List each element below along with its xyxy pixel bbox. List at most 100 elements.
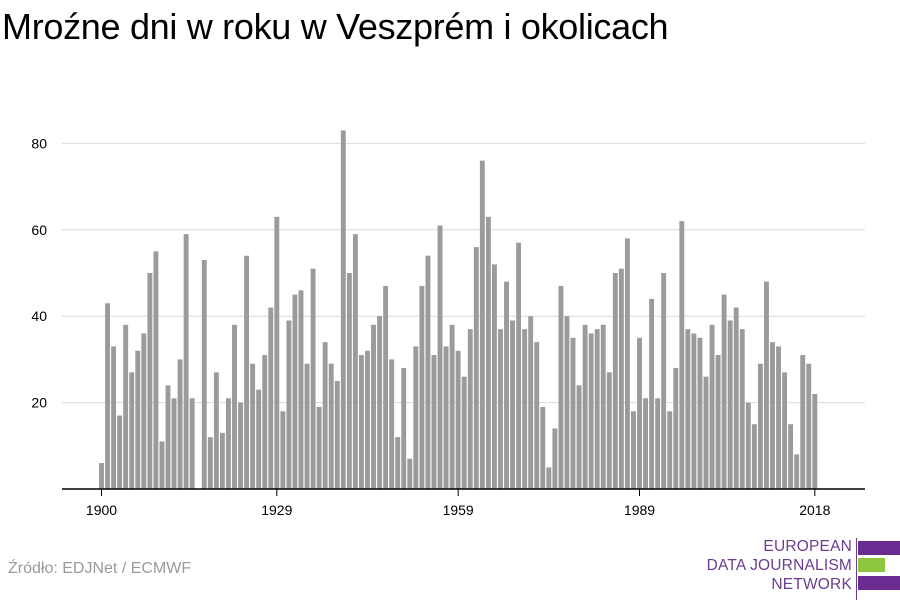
bar-1901 bbox=[105, 303, 110, 489]
bar-1955 bbox=[431, 355, 437, 489]
logo-line-3: NETWORK bbox=[771, 576, 852, 593]
y-tick-label: 60 bbox=[31, 222, 47, 238]
bar-2014 bbox=[788, 424, 794, 489]
chart-title: Mroźne dni w roku w Veszprém i okolicach bbox=[2, 6, 669, 47]
bar-1997 bbox=[685, 329, 691, 489]
bar-2011 bbox=[770, 342, 775, 489]
logo-line-1: EUROPEAN bbox=[763, 538, 852, 555]
bar-1965 bbox=[491, 264, 497, 489]
bar-1968 bbox=[510, 320, 516, 489]
bar-1906 bbox=[135, 350, 141, 489]
bar-1977 bbox=[564, 316, 570, 489]
bar-1954 bbox=[425, 255, 431, 489]
bar-1920 bbox=[219, 432, 225, 489]
bar-1922 bbox=[232, 324, 237, 489]
bar-1996 bbox=[679, 221, 685, 489]
bar-1908 bbox=[147, 273, 153, 489]
bar-1987 bbox=[624, 238, 630, 489]
logo-bar-purple-top bbox=[858, 541, 900, 555]
bar-1928 bbox=[268, 307, 274, 489]
x-tick-label: 1959 bbox=[443, 502, 474, 518]
bar-1974 bbox=[546, 467, 552, 489]
logo-bar-purple-bottom bbox=[858, 576, 900, 590]
bar-1905 bbox=[129, 372, 135, 489]
bar-1984 bbox=[606, 372, 612, 489]
bar-1910 bbox=[159, 441, 165, 489]
bar-1945 bbox=[371, 324, 376, 489]
bar-1951 bbox=[407, 458, 413, 489]
bar-2018 bbox=[812, 393, 818, 489]
bar-1999 bbox=[697, 337, 703, 489]
logo-bar-green bbox=[858, 558, 885, 572]
bar-1992 bbox=[655, 398, 661, 489]
bar-1947 bbox=[383, 285, 389, 489]
bar-1988 bbox=[631, 411, 636, 489]
bar-2005 bbox=[733, 307, 739, 489]
bar-2012 bbox=[776, 346, 781, 489]
bar-2001 bbox=[709, 324, 715, 489]
y-tick-label: 80 bbox=[31, 135, 47, 151]
bar-2006 bbox=[739, 329, 745, 489]
bar-1953 bbox=[419, 285, 425, 489]
bar-1985 bbox=[612, 273, 618, 489]
bar-1976 bbox=[558, 285, 564, 489]
bar-1981 bbox=[588, 333, 594, 489]
bar-1950 bbox=[401, 368, 407, 489]
bar-1971 bbox=[528, 316, 534, 489]
bar-1900 bbox=[99, 463, 104, 489]
bar-2003 bbox=[721, 294, 727, 489]
x-tick-label: 1929 bbox=[261, 502, 292, 518]
bar-1907 bbox=[141, 333, 147, 489]
bar-1986 bbox=[618, 268, 624, 489]
bar-2015 bbox=[794, 454, 800, 489]
x-tick-label: 2018 bbox=[799, 502, 830, 518]
bar-1937 bbox=[322, 342, 328, 489]
bar-1911 bbox=[165, 385, 171, 489]
bar-1991 bbox=[649, 298, 655, 489]
bar-1969 bbox=[516, 242, 522, 489]
bar-1912 bbox=[171, 398, 177, 489]
bar-2008 bbox=[751, 424, 757, 489]
bar-1963 bbox=[479, 160, 485, 489]
bar-1936 bbox=[316, 406, 322, 489]
bar-1956 bbox=[437, 225, 443, 490]
x-axis: 1900 1929 1959 1989 2018 bbox=[62, 488, 865, 518]
bar-1989 bbox=[637, 337, 642, 489]
bar-2004 bbox=[727, 320, 733, 489]
bar-1979 bbox=[576, 385, 582, 489]
bar-1980 bbox=[582, 324, 588, 489]
bar-1925 bbox=[250, 363, 256, 489]
bar-1983 bbox=[600, 324, 606, 489]
bar-2009 bbox=[757, 363, 763, 489]
bar-1904 bbox=[123, 324, 129, 489]
bar-1915 bbox=[189, 398, 195, 489]
bar-1923 bbox=[238, 402, 243, 489]
bar-1948 bbox=[389, 359, 395, 489]
bar-1938 bbox=[328, 363, 334, 489]
edjnet-logo[interactable]: EUROPEAN DATA JOURNALISM NETWORK bbox=[700, 538, 900, 600]
bar-2013 bbox=[782, 372, 788, 489]
bar-1960 bbox=[461, 376, 467, 489]
bar-1975 bbox=[552, 428, 558, 489]
bar-1934 bbox=[304, 363, 310, 489]
bar-1917 bbox=[201, 260, 207, 489]
bar-1939 bbox=[334, 381, 340, 489]
x-tick-label: 1900 bbox=[86, 502, 117, 518]
bar-1994 bbox=[667, 411, 673, 489]
bar-1990 bbox=[643, 398, 648, 489]
bars bbox=[99, 130, 818, 490]
bar-1973 bbox=[540, 406, 546, 489]
bar-1949 bbox=[395, 437, 401, 489]
bar-1927 bbox=[262, 355, 268, 489]
bar-1919 bbox=[213, 372, 219, 489]
bar-1942 bbox=[352, 234, 358, 489]
bar-1913 bbox=[177, 359, 183, 489]
bar-1935 bbox=[310, 268, 316, 489]
bar-1978 bbox=[570, 337, 576, 489]
bar-1964 bbox=[485, 216, 491, 489]
bar-1930 bbox=[280, 411, 286, 489]
bar-1943 bbox=[358, 355, 364, 489]
bar-2010 bbox=[764, 281, 769, 489]
logo-divider bbox=[856, 538, 857, 600]
